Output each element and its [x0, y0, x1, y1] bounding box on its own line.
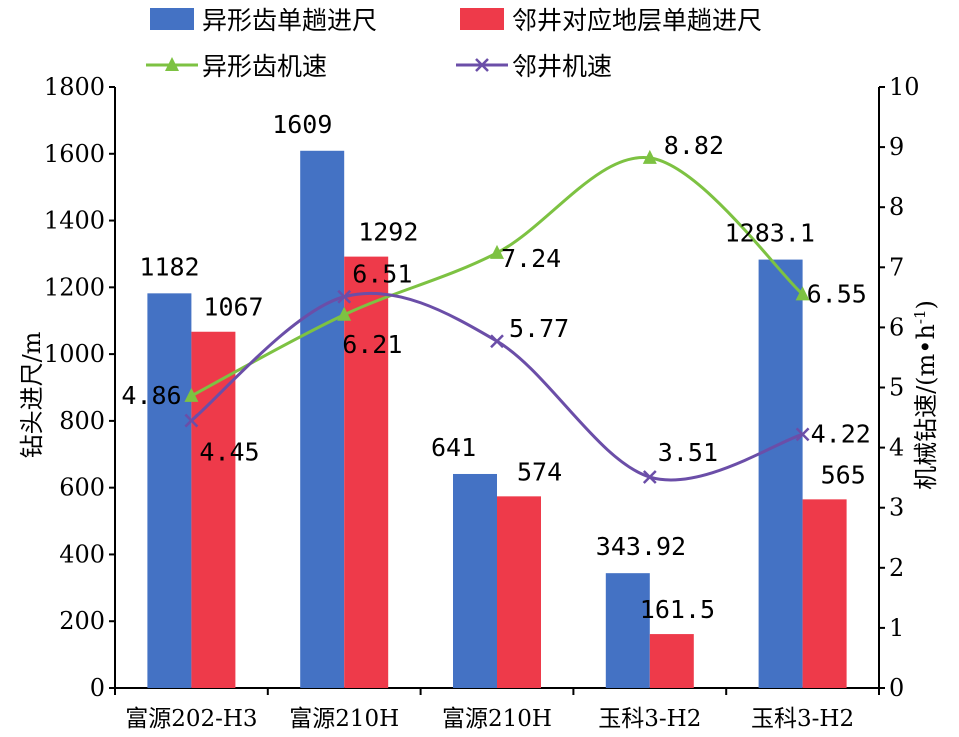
right-tick-label: 2	[889, 554, 904, 582]
left-tick-label: 800	[59, 407, 105, 435]
y2-axis-title-sup: -1	[911, 309, 929, 324]
data-label: 343.92	[596, 532, 686, 561]
left-tick-label: 1600	[44, 140, 105, 168]
data-label: 4.45	[199, 438, 259, 467]
x-tick-label: 富源210H	[289, 706, 399, 732]
right-tick-label: 0	[889, 674, 904, 702]
y2-axis-title: 机械钻速/(m•h-1)	[911, 300, 940, 490]
x-tick-label: 富源202-H3	[125, 706, 257, 732]
bars	[147, 150, 847, 689]
right-tick-label: 5	[889, 374, 904, 402]
triangle-marker	[795, 286, 810, 301]
right-tick-label: 7	[889, 253, 904, 281]
bar	[344, 256, 389, 688]
legend-label: 异形齿机速	[202, 52, 327, 81]
data-label: 161.5	[640, 595, 715, 624]
x-tick-label: 玉科3-H2	[598, 706, 701, 732]
left-tick-label: 1000	[44, 340, 105, 368]
right-tick-label: 1	[889, 614, 904, 642]
legend-label: 邻井对应地层单趟进尺	[512, 6, 762, 35]
data-label: 7.24	[501, 244, 561, 273]
left-tick-label: 1400	[44, 207, 105, 235]
left-tick-label: 400	[59, 540, 105, 568]
triangle-marker	[337, 306, 352, 321]
data-label: 1067	[203, 293, 263, 322]
right-tick-label: 3	[889, 494, 904, 522]
legend-label: 异形齿单趟进尺	[202, 6, 377, 35]
y2-axis-title-close: )	[912, 300, 940, 309]
bar	[649, 634, 694, 688]
x-marker	[642, 470, 657, 484]
legend-swatch	[460, 8, 504, 30]
x-marker	[475, 58, 489, 72]
data-label: 3.51	[658, 438, 718, 467]
bar	[147, 293, 192, 688]
x-tick-label: 富源210H	[442, 706, 552, 732]
data-label: 6.21	[342, 330, 402, 359]
right-tick-label: 4	[889, 434, 904, 462]
x-marker	[795, 427, 810, 442]
data-label: 1182	[139, 252, 199, 281]
legend-label: 邻井机速	[512, 52, 612, 81]
bar	[605, 573, 650, 688]
data-label: 574	[517, 457, 562, 486]
triangle-marker	[490, 244, 504, 259]
bar	[300, 150, 345, 689]
data-label: 1609	[272, 110, 332, 139]
data-label: 1283.1	[725, 219, 815, 248]
x-marker	[490, 334, 504, 349]
y-axis-title: 钻头进尺/m	[18, 331, 46, 458]
series-line	[190, 156, 804, 398]
bar	[758, 259, 803, 688]
triangle-marker	[184, 387, 199, 402]
right-tick-label: 8	[889, 193, 904, 221]
data-label: 5.77	[509, 314, 569, 343]
bar	[802, 499, 847, 688]
axes: 0200400600800100012001400160018000123456…	[44, 73, 920, 732]
data-label: 1292	[358, 218, 418, 247]
left-tick-label: 200	[59, 607, 105, 635]
left-tick-label: 0	[90, 674, 105, 702]
data-label: 4.86	[121, 381, 181, 410]
data-label: 4.22	[811, 419, 871, 448]
data-label: 641	[431, 433, 476, 462]
y2-axis-title-main: 机械钻速/(m•h	[912, 324, 940, 490]
left-tick-label: 600	[59, 474, 105, 502]
triangle-marker	[642, 149, 657, 164]
left-tick-label: 1800	[44, 73, 105, 101]
data-labels: 1182 1609 641 343.92 1283.1 1067 1292 574 161.5 5…	[121, 110, 870, 624]
x-marker	[184, 413, 199, 428]
triangle-marker	[165, 57, 179, 71]
bar	[497, 496, 541, 688]
data-label: 565	[821, 460, 866, 489]
data-label: 6.55	[807, 279, 867, 308]
x-tick-label: 玉科3-H2	[751, 706, 854, 732]
right-tick-label: 10	[889, 73, 920, 101]
left-tick-label: 1200	[44, 273, 105, 301]
right-tick-label: 6	[889, 313, 904, 341]
right-tick-label: 9	[889, 133, 904, 161]
data-label: 6.51	[352, 260, 412, 289]
x-marker	[337, 289, 352, 304]
data-label: 8.82	[664, 131, 724, 160]
legend-swatch	[150, 8, 194, 30]
bar	[453, 473, 497, 688]
lines	[184, 149, 810, 484]
